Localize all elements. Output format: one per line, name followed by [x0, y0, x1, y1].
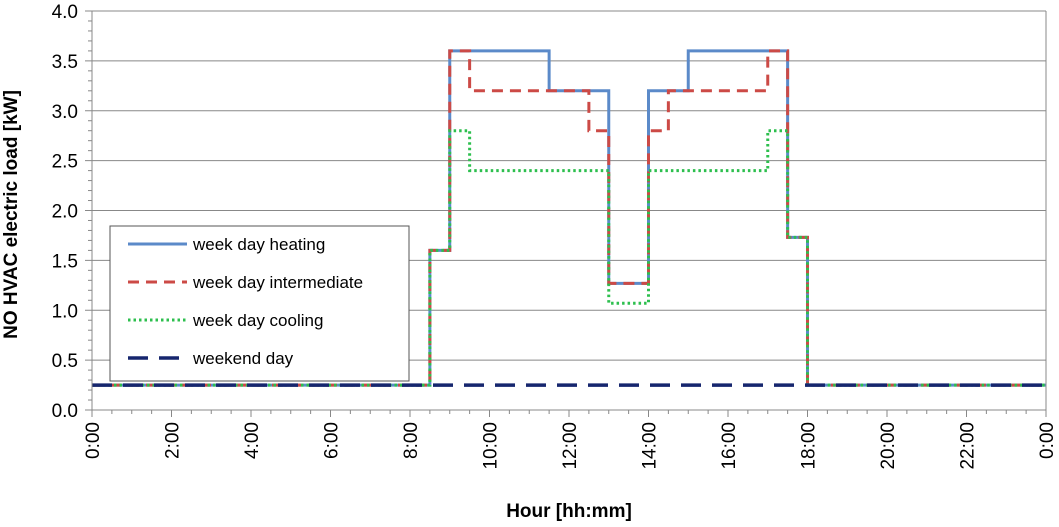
y-tick-label: 3.0 — [52, 102, 78, 123]
y-tick-label: 1.0 — [52, 301, 78, 322]
x-tick-label: 16:00 — [719, 422, 740, 470]
x-tick-label: 14:00 — [640, 422, 661, 470]
x-tick-label: 22:00 — [958, 422, 979, 470]
x-tick-label: 8:00 — [401, 422, 422, 459]
axes — [85, 10, 1047, 417]
y-tick-label: 1.5 — [52, 251, 78, 272]
x-tick-label: 0:00 — [83, 422, 104, 459]
legend: week day heating week day intermediate wee… — [109, 225, 410, 382]
legend-label: weekend day — [192, 349, 294, 368]
y-axis-title: NO HVAC electric load [kW] — [1, 90, 22, 339]
x-tick-label: 18:00 — [799, 422, 820, 470]
x-axis-title: Hour [hh:mm] — [506, 501, 632, 522]
legend-label: week day intermediate — [192, 273, 363, 292]
y-tick-label: 4.0 — [52, 2, 78, 23]
legend-label: week day heating — [192, 235, 325, 254]
y-tick-label: 0.0 — [52, 401, 78, 422]
legend-box — [109, 225, 410, 382]
x-tick-label: 12:00 — [560, 422, 581, 470]
x-tick-label: 20:00 — [878, 422, 899, 470]
series-line-week-day-intermediate — [92, 49, 1046, 387]
y-tick-labels: 0.0 0.5 1.0 1.5 2.0 2.5 3.0 3.5 4.0 — [52, 2, 78, 422]
y-tick-label: 2.0 — [52, 202, 78, 223]
x-tick-labels: 0:00 2:00 4:00 6:00 8:00 10:00 12:00 14:00 16:00… — [83, 422, 1058, 470]
series-lines — [92, 49, 1046, 387]
x-tick-label: 10:00 — [481, 422, 502, 470]
x-tick-label: 2:00 — [163, 422, 184, 459]
series-line-week-day-cooling — [92, 129, 1046, 387]
x-tick-label: 0:00 — [1037, 422, 1058, 459]
x-tick-label: 6:00 — [322, 422, 343, 459]
legend-label: week day cooling — [192, 311, 323, 330]
x-tick-label: 4:00 — [242, 422, 263, 459]
y-tick-label: 0.5 — [52, 351, 78, 372]
y-tick-label: 2.5 — [52, 152, 78, 173]
y-tick-label: 3.5 — [52, 52, 78, 73]
